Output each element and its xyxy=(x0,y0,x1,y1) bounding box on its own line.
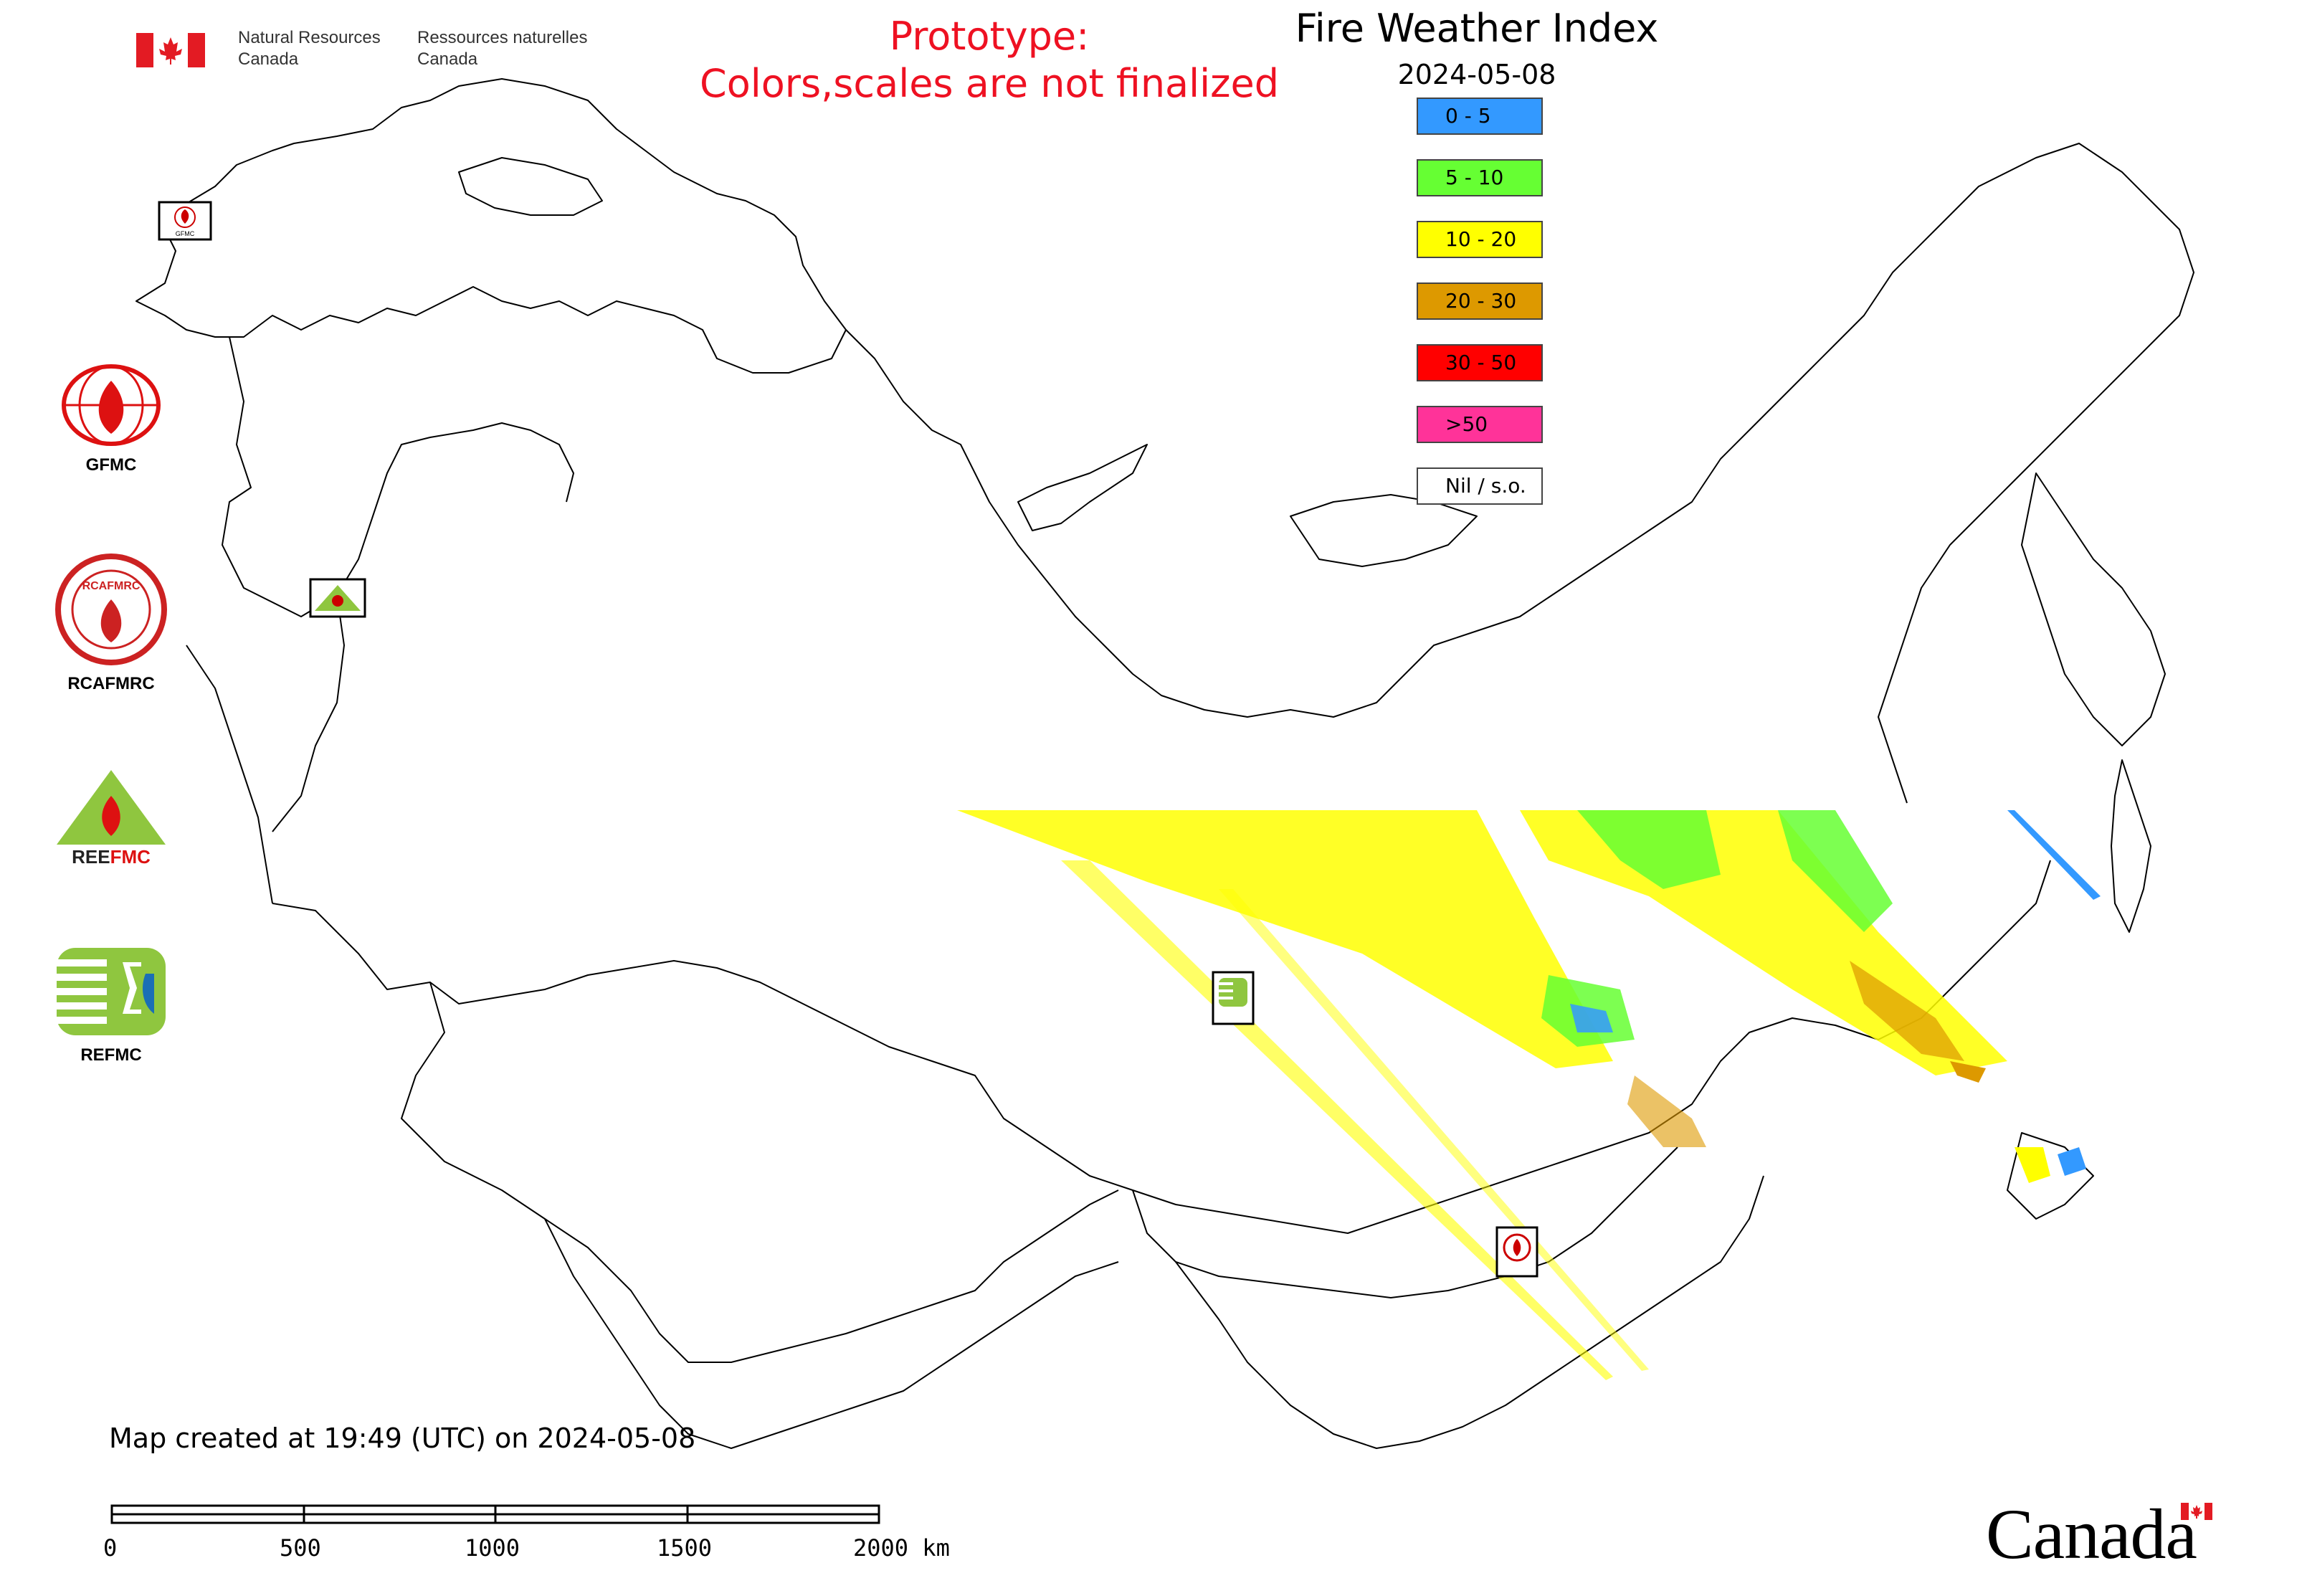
legend-label: 10 - 20 xyxy=(1445,227,1517,251)
legend-label: Nil / s.o. xyxy=(1445,474,1526,498)
kamchatka xyxy=(2021,472,2166,746)
rcafmrc-icon: RCAFMRC xyxy=(55,554,167,665)
map-center-markers: GFMC xyxy=(158,201,1538,1278)
scale-bar xyxy=(110,1504,880,1524)
legend-item: 5 - 10 xyxy=(1417,159,1543,196)
map-title: Fire Weather Index xyxy=(1295,6,1659,51)
legend-item: 0 - 5 xyxy=(1417,98,1543,135)
scale-label: 2000 km xyxy=(853,1534,950,1562)
map-created-text: Map created at 19:49 (UTC) on 2024-05-08 xyxy=(109,1422,696,1454)
arctic-coast xyxy=(845,143,2194,804)
scale-label: 1000 xyxy=(465,1534,520,1562)
china-ne-outline xyxy=(1175,1175,1764,1449)
fwi-swath xyxy=(957,810,2101,1380)
map-date: 2024-05-08 xyxy=(1397,59,1556,90)
center-label: RCAFMRC xyxy=(67,674,155,693)
prototype-banner: Prototype: Colors,scales are not finaliz… xyxy=(645,13,1333,108)
reefmc-icon: REEFMC xyxy=(57,770,166,868)
gfmc-badge: GFMC xyxy=(36,362,186,475)
canada-wordmark-flag-icon xyxy=(2181,1503,2212,1520)
prototype-line2: Colors,scales are not finalized xyxy=(700,61,1279,106)
refmc-badge: REFMC xyxy=(36,945,186,1065)
kola-outline xyxy=(458,157,603,216)
legend-item: >50 xyxy=(1417,406,1543,443)
canada-wordmark: Canada xyxy=(1986,1491,2244,1577)
central-asia-outline xyxy=(544,1218,1119,1449)
canada-flag-icon xyxy=(136,33,205,67)
department-name-en: Natural Resources Canada xyxy=(238,27,381,70)
scale-label: 0 xyxy=(103,1534,118,1562)
legend-label: >50 xyxy=(1445,412,1488,436)
svg-text:GFMC: GFMC xyxy=(176,230,195,237)
rcafmrc-badge: RCAFMRC RCAFMRC xyxy=(36,552,186,694)
department-en-line2: Canada xyxy=(238,49,299,69)
government-signature: Natural Resources Canada Ressources natu… xyxy=(136,27,602,77)
novaya-zemlya xyxy=(1017,444,1148,531)
hokkaido xyxy=(2007,1132,2094,1220)
center-label: GFMC xyxy=(85,455,137,475)
svg-text:RCAFMRC: RCAFMRC xyxy=(82,580,141,592)
western-borders xyxy=(186,336,574,904)
center-label: REFMC xyxy=(80,1045,142,1065)
canada-wordmark-text: Canada xyxy=(1986,1494,2197,1574)
legend-item: Nil / s.o. xyxy=(1417,467,1543,505)
legend-label: 5 - 10 xyxy=(1445,166,1504,189)
legend-item: 30 - 50 xyxy=(1417,344,1543,381)
kazakhstan-outline xyxy=(401,982,1119,1363)
legend-label: 0 - 5 xyxy=(1445,104,1491,128)
sakhalin xyxy=(2111,759,2151,933)
department-fr-line2: Canada xyxy=(417,49,478,69)
svg-text:REEFMC: REEFMC xyxy=(72,846,151,868)
scale-label: 500 xyxy=(280,1534,321,1562)
mongolia-outline xyxy=(1132,1146,1678,1298)
legend-label: 30 - 50 xyxy=(1445,351,1517,374)
scale-label: 1500 xyxy=(657,1534,713,1562)
refmc-icon xyxy=(57,948,166,1035)
scandinavia-outline xyxy=(135,78,847,374)
southern-border xyxy=(272,860,2051,1234)
legend-label: 20 - 30 xyxy=(1445,289,1517,313)
department-name-fr: Ressources naturelles Canada xyxy=(417,27,587,70)
gfmc-icon xyxy=(62,364,161,446)
reefmc-badge: REEFMC xyxy=(36,767,186,870)
department-en-line1: Natural Resources xyxy=(238,28,381,47)
legend-item: 20 - 30 xyxy=(1417,282,1543,320)
prototype-line1: Prototype: xyxy=(889,14,1090,59)
department-fr-line1: Ressources naturelles xyxy=(417,28,588,47)
legend-item: 10 - 20 xyxy=(1417,221,1543,258)
taymyr xyxy=(1290,494,1478,567)
